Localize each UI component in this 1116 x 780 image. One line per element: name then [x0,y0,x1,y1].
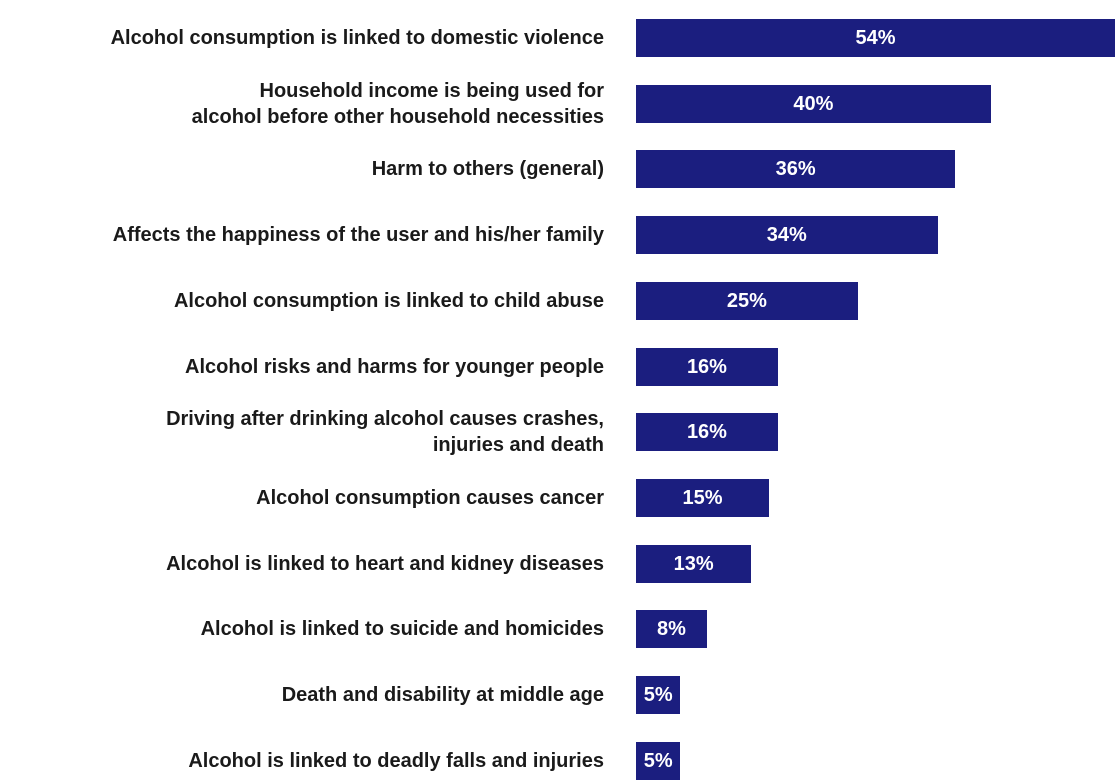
value-label: 16% [686,421,727,444]
category-label: Alcohol is linked to suicide and homicid… [200,618,604,641]
value-label: 5% [643,684,673,706]
value-label: 40% [793,92,834,115]
value-label: 15% [682,486,723,509]
value-label: 13% [673,552,714,575]
category-label: Harm to others (general) [371,158,604,181]
category-label: Death and disability at middle age [281,684,604,706]
bar: 34% [636,216,938,255]
bar: 8% [636,610,707,649]
bar: 16% [636,347,778,386]
value-label: 34% [766,224,807,247]
bar: 16% [636,413,778,452]
category-label: Alcohol consumption causes cancer [256,486,604,509]
bar: 5% [636,676,681,714]
bar: 13% [636,544,752,583]
value-label: 16% [686,355,727,378]
category-label: Alcohol is linked to heart and kidney di… [166,552,604,575]
category-label: Affects the happiness of the user and hi… [112,224,604,247]
value-label: 25% [726,289,767,312]
category-label: Household income is being used for alcoh… [191,79,604,128]
category-label: Alcohol consumption is linked to domesti… [110,27,604,49]
bar: 25% [636,281,858,320]
category-label: Alcohol consumption is linked to child a… [173,289,604,312]
bar: 36% [636,150,956,189]
bar: 5% [636,741,681,780]
bar: 15% [636,478,770,517]
value-label: 36% [775,158,816,181]
value-label: 54% [855,27,896,49]
bar: 54% [636,19,1115,57]
category-label: Alcohol is linked to deadly falls and in… [188,749,604,772]
bar: 40% [636,84,991,123]
value-label: 8% [657,618,686,641]
category-label: Driving after drinking alcohol causes cr… [166,408,604,457]
category-label: Alcohol risks and harms for younger peop… [185,355,604,378]
value-label: 5% [643,749,673,772]
